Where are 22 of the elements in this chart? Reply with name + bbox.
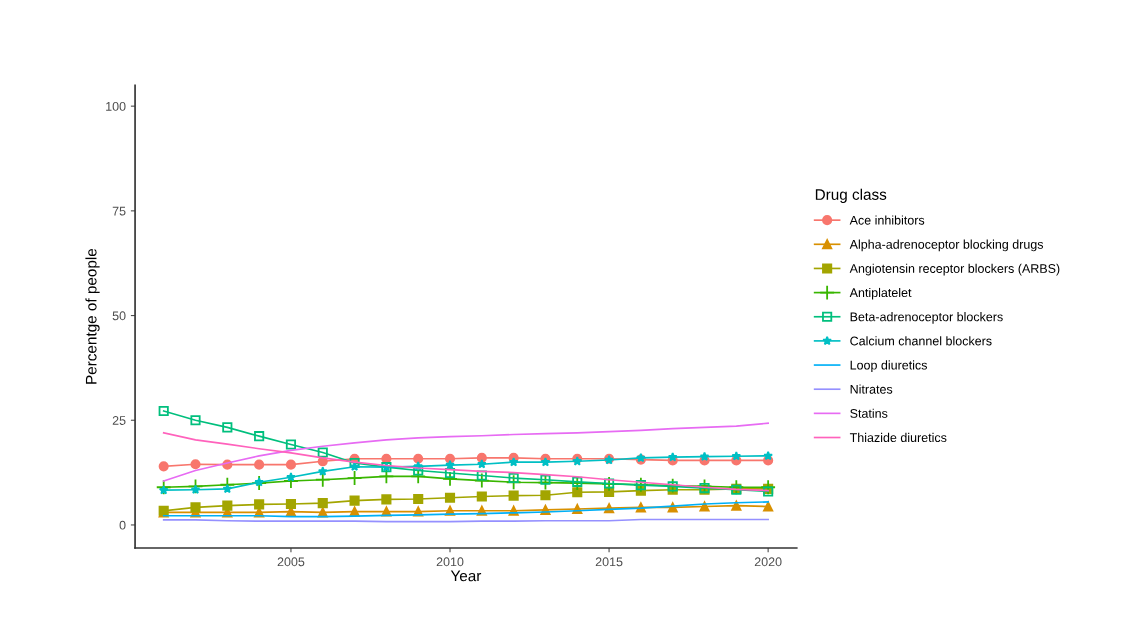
y-tick-label: 100 xyxy=(106,101,126,111)
x-axis-title: Year xyxy=(450,570,482,582)
legend-label: Angiotensin receptor blockers (ARBS) xyxy=(849,263,1060,276)
legend-label: Antiplatelet xyxy=(849,287,912,300)
y-tick-label: 25 xyxy=(112,416,126,425)
legend-label: Statins xyxy=(850,408,888,418)
x-tick-label: 2010 xyxy=(436,557,464,567)
y-tick-label: 0 xyxy=(119,520,126,530)
y-tick-label: 75 xyxy=(112,206,126,216)
legend-label: Beta-adrenoceptor blockers xyxy=(850,312,1003,324)
legend-title: Drug class xyxy=(815,188,887,203)
legend-label: Nitrates xyxy=(850,384,893,394)
y-axis-title: Percentge of people xyxy=(85,248,100,384)
y-tick-label: 50 xyxy=(112,311,126,321)
legend-label: Loop diuretics xyxy=(850,360,928,373)
legend-label: Calcium channel blockers xyxy=(850,336,992,346)
legend-label: Ace inhibitors xyxy=(849,215,925,225)
x-tick-label: 2015 xyxy=(595,557,623,567)
legend-label: Alpha-adrenoceptor blocking drugs xyxy=(849,239,1044,252)
x-tick-label: 2020 xyxy=(754,557,782,567)
x-tick-label: 2005 xyxy=(277,557,305,567)
legend-label: Thiazide diuretics xyxy=(849,432,947,443)
